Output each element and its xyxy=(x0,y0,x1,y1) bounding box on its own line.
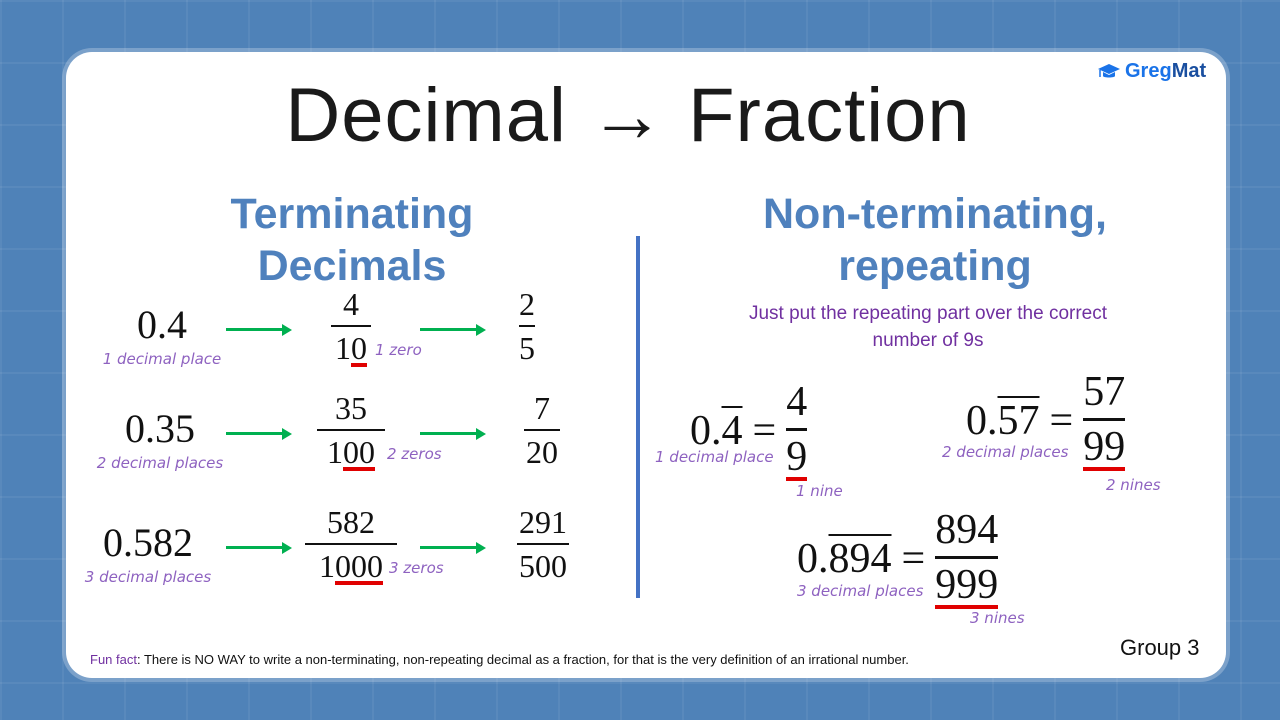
arrow-icon xyxy=(226,427,292,440)
equation: 0.894 = 894 999 xyxy=(797,507,999,609)
denominator-lead: 1 xyxy=(335,330,351,366)
decimal-places-note: 1 decimal place xyxy=(102,350,222,368)
heading-line: repeating xyxy=(838,242,1032,290)
equation: 0.57 = 57 99 xyxy=(966,369,1126,471)
fun-fact-label: Fun fact xyxy=(90,652,137,667)
fraction-bar xyxy=(517,543,569,545)
simplified-fraction: 7 20 xyxy=(492,390,592,470)
slide-card xyxy=(66,52,1226,678)
repeating-decimal: 0.894 xyxy=(797,535,892,583)
denominator-lead: 1 xyxy=(327,434,343,470)
numerator: 291 xyxy=(519,504,567,540)
fraction-bar xyxy=(786,428,808,431)
underlined-zeros: 00 xyxy=(343,434,375,471)
underlined-zeros: 000 xyxy=(335,548,383,585)
numerator: 2 xyxy=(519,286,535,322)
fraction: 4 9 xyxy=(786,379,808,481)
nines-note: 2 nines xyxy=(1106,476,1161,494)
logo-text-mat: Mat xyxy=(1171,60,1207,82)
repeating-heading: Non-terminating, repeating xyxy=(700,188,1170,292)
repeating-digits: 894 xyxy=(828,535,892,582)
decimal-places-note: 2 decimal places xyxy=(96,454,224,472)
denominator: 100 xyxy=(327,434,375,471)
decimal-lead: 0. xyxy=(966,397,998,444)
numerator: 4 xyxy=(786,379,808,425)
simplified-fraction: 291 500 xyxy=(493,504,593,584)
numerator: 57 xyxy=(1083,369,1126,415)
underlined-nines: 999 xyxy=(935,562,999,609)
fraction: 35 100 xyxy=(291,390,411,471)
numerator: 35 xyxy=(335,390,367,426)
fraction-bar xyxy=(935,556,999,559)
simplified-fraction: 2 5 xyxy=(477,286,577,366)
group-label: Group 3 xyxy=(1120,635,1200,660)
fraction: 894 999 xyxy=(935,507,999,609)
subtitle-line: Just put the repeating part over the cor… xyxy=(748,303,1108,324)
numerator: 582 xyxy=(327,504,375,540)
decimal-value: 0.582 xyxy=(103,520,193,565)
equals-sign: = xyxy=(1049,397,1074,444)
arrow-icon xyxy=(226,541,292,554)
repeating-decimal: 0.4 xyxy=(690,407,743,455)
zeros-note: 1 zero xyxy=(375,341,422,359)
nines-note: 3 nines xyxy=(970,609,1025,627)
zeros-note: 2 zeros xyxy=(387,445,442,463)
decimal-places-note: 1 decimal place xyxy=(655,448,774,466)
denominator: 20 xyxy=(526,434,558,470)
arrow-icon xyxy=(226,323,292,336)
arrow-icon xyxy=(420,427,486,440)
denominator: 10 xyxy=(335,330,367,367)
fraction-bar xyxy=(524,429,560,431)
fraction: 582 1000 xyxy=(291,504,411,585)
decimal-value: 0.35 xyxy=(125,406,195,451)
fraction: 57 99 xyxy=(1083,369,1126,471)
decimal-lead: 0. xyxy=(797,535,829,582)
fun-fact: Fun fact: There is NO WAY to write a non… xyxy=(90,652,909,667)
fraction-bar xyxy=(1083,418,1126,421)
decimal-places-note: 2 decimal places xyxy=(942,443,1069,461)
decimal-lead: 0. xyxy=(690,407,722,454)
numerator: 4 xyxy=(343,286,359,322)
equation: 0.4 = 4 9 xyxy=(690,379,808,481)
zeros-note: 3 zeros xyxy=(389,559,444,577)
repeating-subtitle: Just put the repeating part over the cor… xyxy=(650,300,1206,354)
repeating-digits: 57 xyxy=(997,397,1040,444)
equals-sign: = xyxy=(752,407,777,454)
slide-title: Decimal → Fraction xyxy=(285,73,971,158)
decimal-places-note: 3 decimal places xyxy=(797,582,924,600)
gregmat-logo: Greg Mat xyxy=(1097,60,1206,83)
repeating-decimal: 0.57 xyxy=(966,397,1040,445)
nines-note: 1 nine xyxy=(796,482,843,500)
equals-sign: = xyxy=(901,535,926,582)
terminating-heading: Terminating Decimals xyxy=(180,188,524,292)
numerator: 7 xyxy=(534,390,550,426)
divider xyxy=(636,236,640,598)
fraction-bar xyxy=(519,325,535,327)
decimal-places-note: 3 decimal places xyxy=(84,568,212,586)
underlined-nines: 99 xyxy=(1083,424,1126,471)
denominator: 5 xyxy=(519,330,535,366)
fraction-bar xyxy=(305,543,397,545)
graduation-cap-icon xyxy=(1098,63,1120,77)
arrow-icon xyxy=(420,541,486,554)
underlined-nines: 9 xyxy=(786,434,808,481)
denominator-lead: 1 xyxy=(319,548,335,584)
arrow-icon xyxy=(420,323,486,336)
underlined-zeros: 0 xyxy=(351,330,367,367)
numerator: 894 xyxy=(935,507,999,553)
fraction-bar xyxy=(331,325,371,327)
denominator: 1000 xyxy=(319,548,383,585)
denominator: 500 xyxy=(519,548,567,584)
heading-line: Terminating xyxy=(230,190,474,238)
repeating-digits: 4 xyxy=(721,407,743,454)
heading-line: Decimals xyxy=(257,242,447,290)
logo-text-greg: Greg xyxy=(1125,60,1172,82)
fraction: 4 10 xyxy=(291,286,411,367)
subtitle-line: number of 9s xyxy=(872,330,984,351)
heading-line: Non-terminating, xyxy=(763,190,1107,238)
fraction-bar xyxy=(317,429,385,431)
decimal-value: 0.4 xyxy=(137,302,187,347)
fun-fact-text: : There is NO WAY to write a non-termina… xyxy=(136,652,909,667)
